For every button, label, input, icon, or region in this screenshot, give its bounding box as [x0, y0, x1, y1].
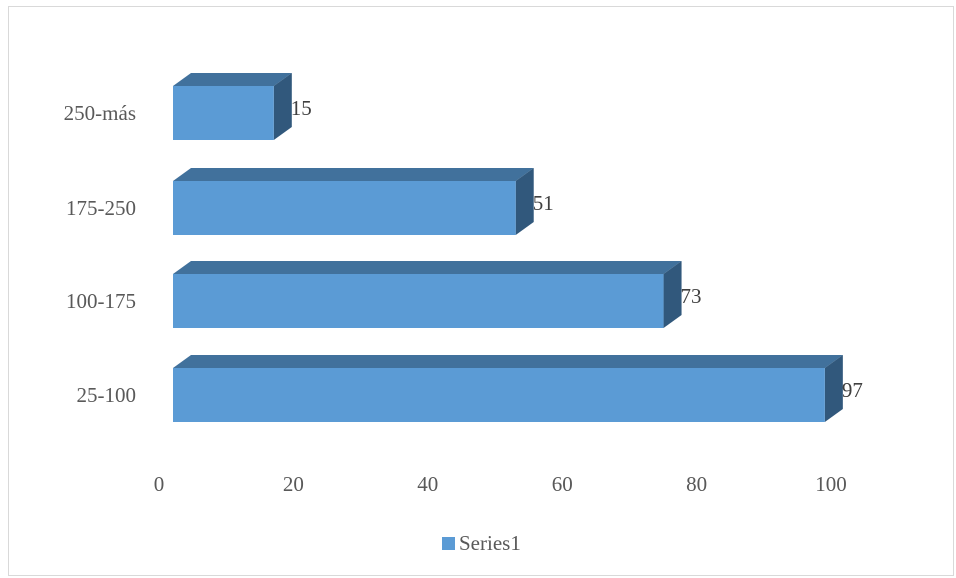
legend-label: Series1	[459, 531, 521, 555]
x-tick-label: 100	[815, 472, 847, 496]
bar-side-face	[824, 355, 843, 422]
legend: Series1	[442, 531, 521, 555]
data-labels: 97 73 51 15	[291, 96, 863, 402]
data-label: 73	[681, 284, 702, 308]
bar-250-más	[173, 73, 292, 140]
bar-top-face	[173, 168, 534, 181]
x-tick-label: 0	[154, 472, 165, 496]
bar-175-250	[173, 168, 534, 235]
bar-top-face	[173, 73, 292, 86]
bar-top-face	[173, 355, 843, 368]
bar-side-face	[273, 73, 292, 140]
category-label: 250-más	[64, 101, 136, 125]
bar-front-face	[173, 368, 825, 422]
bar-front-face	[173, 86, 274, 140]
category-labels: 25-100 100-175 175-250 250-más	[64, 101, 136, 407]
category-label: 25-100	[77, 383, 137, 407]
bar-100-175	[173, 261, 682, 328]
bar-top-face	[173, 261, 682, 274]
data-label: 51	[533, 191, 554, 215]
bar-front-face	[173, 274, 664, 328]
category-label: 175-250	[66, 196, 136, 220]
legend-swatch	[442, 537, 455, 550]
x-tick-label: 20	[283, 472, 304, 496]
bar-front-face	[173, 181, 516, 235]
data-label: 97	[842, 378, 863, 402]
bars-layer	[173, 73, 843, 422]
bar-side-face	[515, 168, 534, 235]
x-tick-label: 40	[417, 472, 438, 496]
data-label: 15	[291, 96, 312, 120]
bar-side-face	[663, 261, 682, 328]
category-label: 100-175	[66, 289, 136, 313]
bar-25-100	[173, 355, 843, 422]
x-axis: 0 20 40 60 80 100	[154, 472, 847, 496]
x-tick-label: 80	[686, 472, 707, 496]
x-tick-label: 60	[552, 472, 573, 496]
